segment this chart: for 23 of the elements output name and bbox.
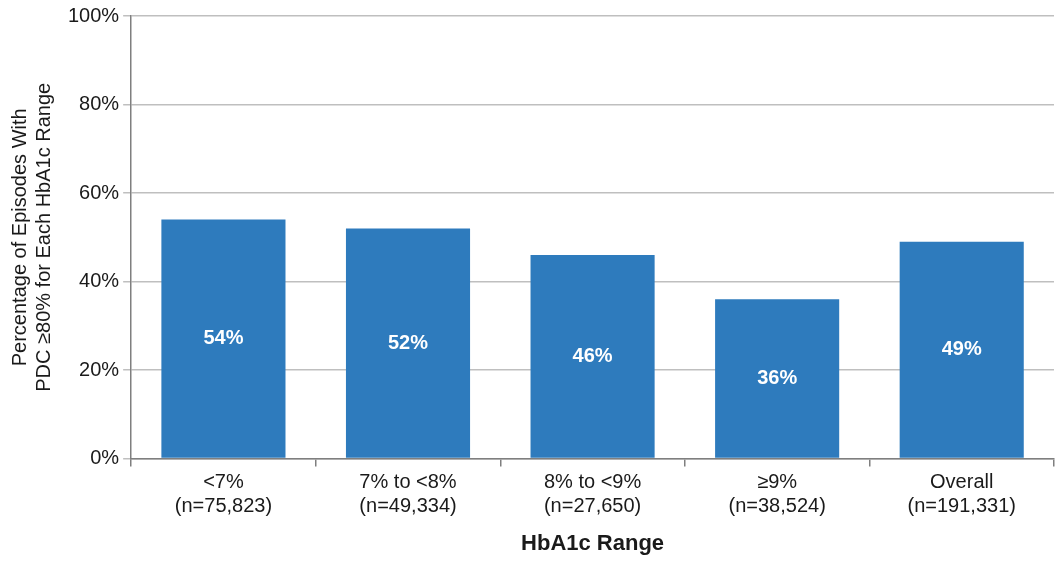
x-tick-label: 8% to <9% (n=27,650) bbox=[543, 470, 642, 517]
y-tick-label: 100% bbox=[68, 3, 120, 26]
bar bbox=[345, 228, 471, 458]
y-tick-label: 80% bbox=[79, 92, 120, 115]
data-label: 36% bbox=[757, 366, 798, 389]
x-tick-label: ≥9% (n=38,524) bbox=[728, 470, 826, 517]
x-tick-label: <7% (n=75,823) bbox=[174, 470, 273, 517]
y-tick-label: 20% bbox=[79, 357, 120, 380]
bar bbox=[530, 255, 655, 458]
y-tick-label: 40% bbox=[79, 269, 120, 292]
bar bbox=[715, 299, 840, 458]
y-axis-title: Percentage of Episodes With PDC ≥80% for Each HbA1c Range bbox=[7, 82, 54, 392]
data-label: 46% bbox=[572, 343, 613, 366]
x-tick-label: Overall (n=191,331) bbox=[907, 470, 1016, 517]
x-tick-label: 7% to <8% (n=49,334) bbox=[359, 470, 457, 517]
y-tick-label: 60% bbox=[79, 180, 120, 203]
data-label: 52% bbox=[387, 330, 429, 353]
data-label: 54% bbox=[203, 326, 244, 349]
bar bbox=[161, 219, 286, 458]
x-axis-title: HbA1c Range bbox=[521, 529, 665, 555]
y-tick-label: 0% bbox=[90, 446, 120, 469]
data-label: 49% bbox=[941, 337, 982, 360]
bar bbox=[899, 241, 1024, 458]
